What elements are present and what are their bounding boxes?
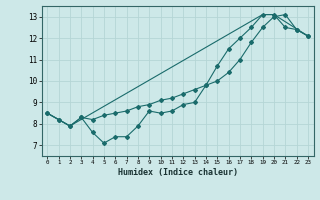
X-axis label: Humidex (Indice chaleur): Humidex (Indice chaleur)	[118, 168, 237, 177]
